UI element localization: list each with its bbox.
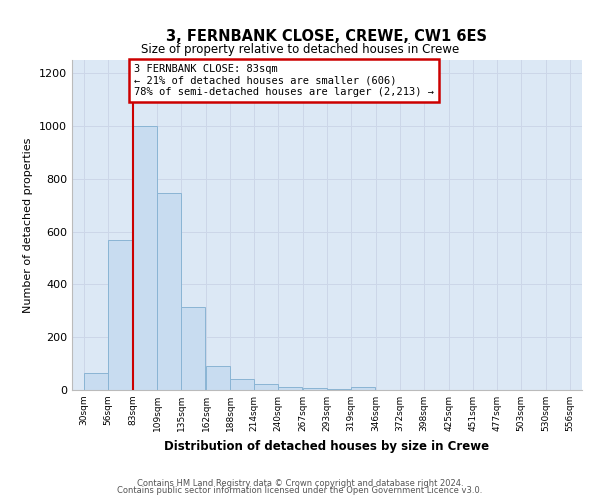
X-axis label: Distribution of detached houses by size in Crewe: Distribution of detached houses by size … [164,440,490,452]
Bar [133,126,157,390]
Bar [351,388,375,390]
Bar [157,194,181,390]
Bar [303,388,327,390]
Bar [327,388,351,390]
Bar [108,240,132,390]
Title: 3, FERNBANK CLOSE, CREWE, CW1 6ES: 3, FERNBANK CLOSE, CREWE, CW1 6ES [167,28,487,44]
Bar [206,366,230,390]
Y-axis label: Number of detached properties: Number of detached properties [23,138,34,312]
Text: 3 FERNBANK CLOSE: 83sqm
← 21% of detached houses are smaller (606)
78% of semi-d: 3 FERNBANK CLOSE: 83sqm ← 21% of detache… [134,64,434,97]
Bar [254,384,278,390]
Bar [278,387,302,390]
Bar [230,380,254,390]
Text: Contains public sector information licensed under the Open Government Licence v3: Contains public sector information licen… [118,486,482,495]
Bar [181,307,205,390]
Text: Size of property relative to detached houses in Crewe: Size of property relative to detached ho… [141,42,459,56]
Bar [84,373,108,390]
Text: Contains HM Land Registry data © Crown copyright and database right 2024.: Contains HM Land Registry data © Crown c… [137,478,463,488]
